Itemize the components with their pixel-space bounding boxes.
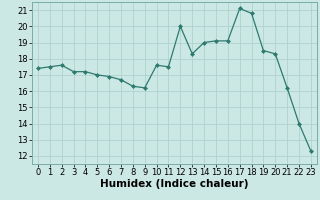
X-axis label: Humidex (Indice chaleur): Humidex (Indice chaleur)	[100, 179, 249, 189]
